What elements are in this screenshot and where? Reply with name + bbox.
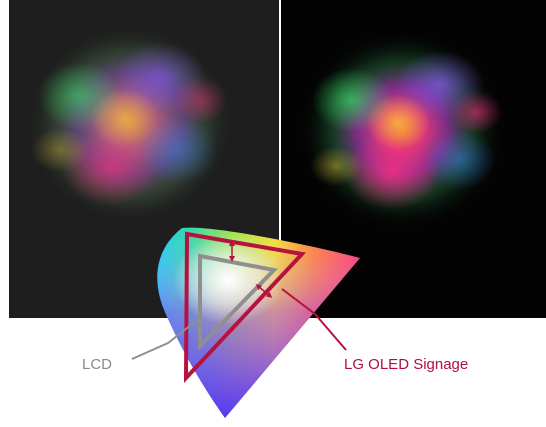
oled-panel (281, 0, 546, 318)
lcd-gamut-triangle (198, 253, 279, 351)
color-gamut-diagram (131, 227, 360, 418)
gamut-difference-arrow-right (255, 284, 273, 298)
lcd-label: LCD (82, 356, 113, 373)
lcd-leader-line (131, 317, 201, 360)
oled-powder-explosion-image (298, 30, 506, 230)
oled-gamut-triangle (183, 231, 306, 384)
lcd-panel (9, 0, 279, 318)
lcd-powder-explosion-image (22, 20, 238, 228)
oled-signage-label: LG OLED Signage (344, 356, 469, 373)
oled-leader-line (281, 288, 347, 351)
